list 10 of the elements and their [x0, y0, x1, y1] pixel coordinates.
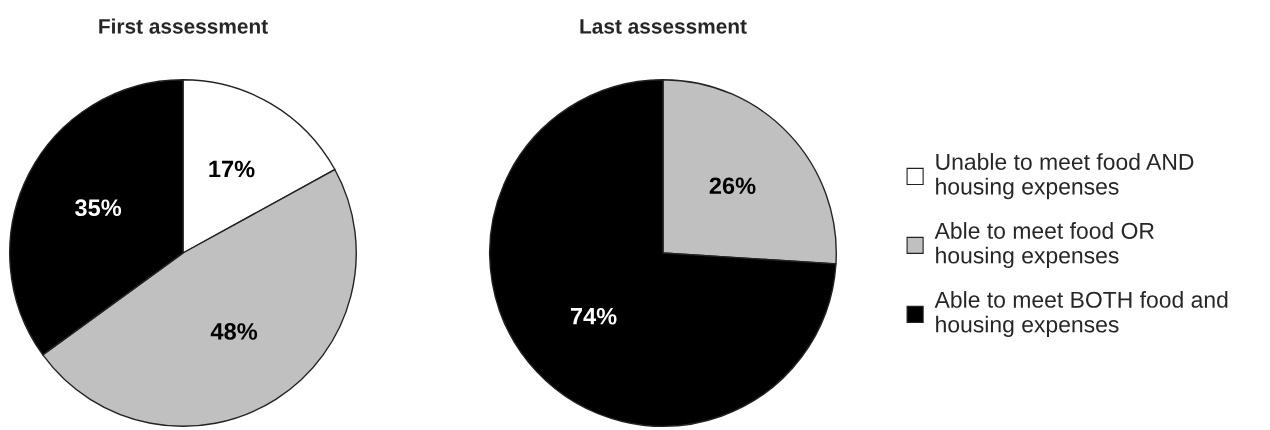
data-label: 17% [209, 160, 255, 178]
legend-label: Able to meet BOTH food and housing expenses [934, 291, 1228, 338]
chart-title: Last assessment [580, 19, 747, 34]
data-label: 74% [570, 307, 617, 325]
data-label: 35% [75, 199, 122, 217]
data-label: 26% [709, 177, 756, 195]
legend-label: Able to meet food OR housing expenses [934, 222, 1154, 269]
data-label: 48% [210, 323, 258, 340]
legend-label: Unable to meet food AND housing expenses [936, 153, 1194, 200]
chart-title: First assessment [99, 18, 268, 34]
